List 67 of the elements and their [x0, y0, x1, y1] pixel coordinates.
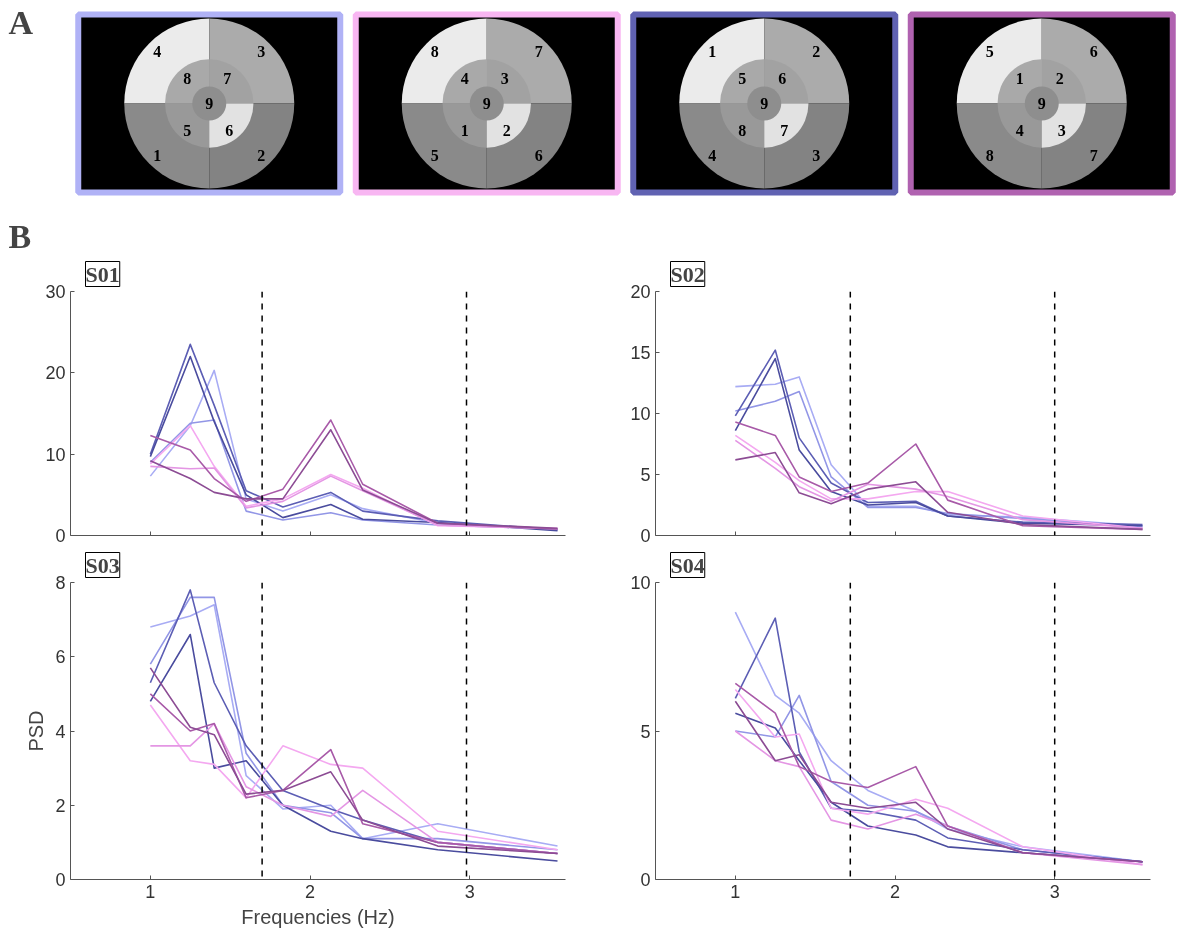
y-tick-label: 5: [640, 465, 651, 485]
text: 9: [482, 95, 491, 112]
y-tick-label: 15: [630, 343, 651, 363]
text: 1: [153, 147, 162, 164]
text: 4: [1015, 122, 1024, 139]
text: 9: [1037, 95, 1046, 112]
y-tick-label: 10: [45, 444, 66, 465]
y-tick-label: 10: [630, 404, 651, 424]
y-tick-label: 0: [640, 526, 651, 546]
text: 3: [500, 70, 509, 87]
text: 7: [223, 70, 232, 87]
text: 6: [1089, 43, 1098, 60]
y-tick-label: 30: [45, 282, 66, 302]
x-axis-title: Frequencies (Hz): [241, 905, 395, 928]
text: 5: [738, 70, 747, 87]
text: 5: [430, 147, 439, 164]
y-tick-label: 8: [55, 573, 66, 593]
y-tick-label: 0: [55, 526, 66, 546]
text: 9: [205, 95, 214, 112]
y-tick-label: 4: [55, 721, 66, 742]
text: 2: [502, 122, 511, 139]
y-axis-title: PSD: [25, 710, 48, 752]
x-tick-label: 2: [305, 881, 316, 902]
text: 3: [1057, 122, 1066, 139]
text: 4: [460, 70, 469, 87]
chart-title: S02: [670, 261, 705, 287]
text: 2: [812, 43, 821, 60]
x-tick-label: 3: [464, 881, 475, 902]
text: 9: [760, 95, 769, 112]
text: 1: [708, 43, 717, 60]
y-tick-label: 0: [640, 870, 651, 890]
text: 7: [780, 122, 789, 139]
text: 1: [1015, 70, 1024, 87]
x-tick-label: 1: [730, 881, 741, 902]
y-tick-label: 10: [630, 573, 651, 593]
text: 6: [225, 122, 234, 139]
y-tick-label: 20: [45, 363, 66, 384]
text: 8: [738, 122, 747, 139]
text: 3: [812, 147, 821, 164]
text: 8: [430, 43, 439, 60]
chart-title: S04: [670, 552, 705, 578]
y-tick-label: 2: [55, 795, 66, 816]
text: 4: [153, 43, 162, 60]
text: 1: [460, 122, 469, 139]
text: 8: [985, 147, 994, 164]
text: 2: [1055, 70, 1064, 87]
text: 3: [257, 43, 266, 60]
text: 7: [1089, 147, 1098, 164]
text: 6: [534, 147, 543, 164]
text: 5: [183, 122, 192, 139]
chart-title: S03: [85, 552, 120, 578]
text: B: [8, 217, 32, 255]
text: 2: [257, 147, 266, 164]
y-tick-label: 0: [55, 870, 66, 890]
x-tick-label: 2: [890, 881, 901, 902]
chart-title: S01: [85, 261, 120, 287]
y-tick-label: 20: [630, 282, 651, 302]
text: 7: [534, 43, 543, 60]
text: A: [8, 3, 34, 41]
y-tick-label: 6: [55, 647, 66, 668]
text: 5: [985, 43, 994, 60]
text: 8: [183, 70, 192, 87]
x-tick-label: 3: [1049, 881, 1060, 902]
y-tick-label: 5: [640, 721, 651, 742]
text: 6: [778, 70, 787, 87]
text: 4: [708, 147, 717, 164]
x-tick-label: 1: [145, 881, 156, 902]
